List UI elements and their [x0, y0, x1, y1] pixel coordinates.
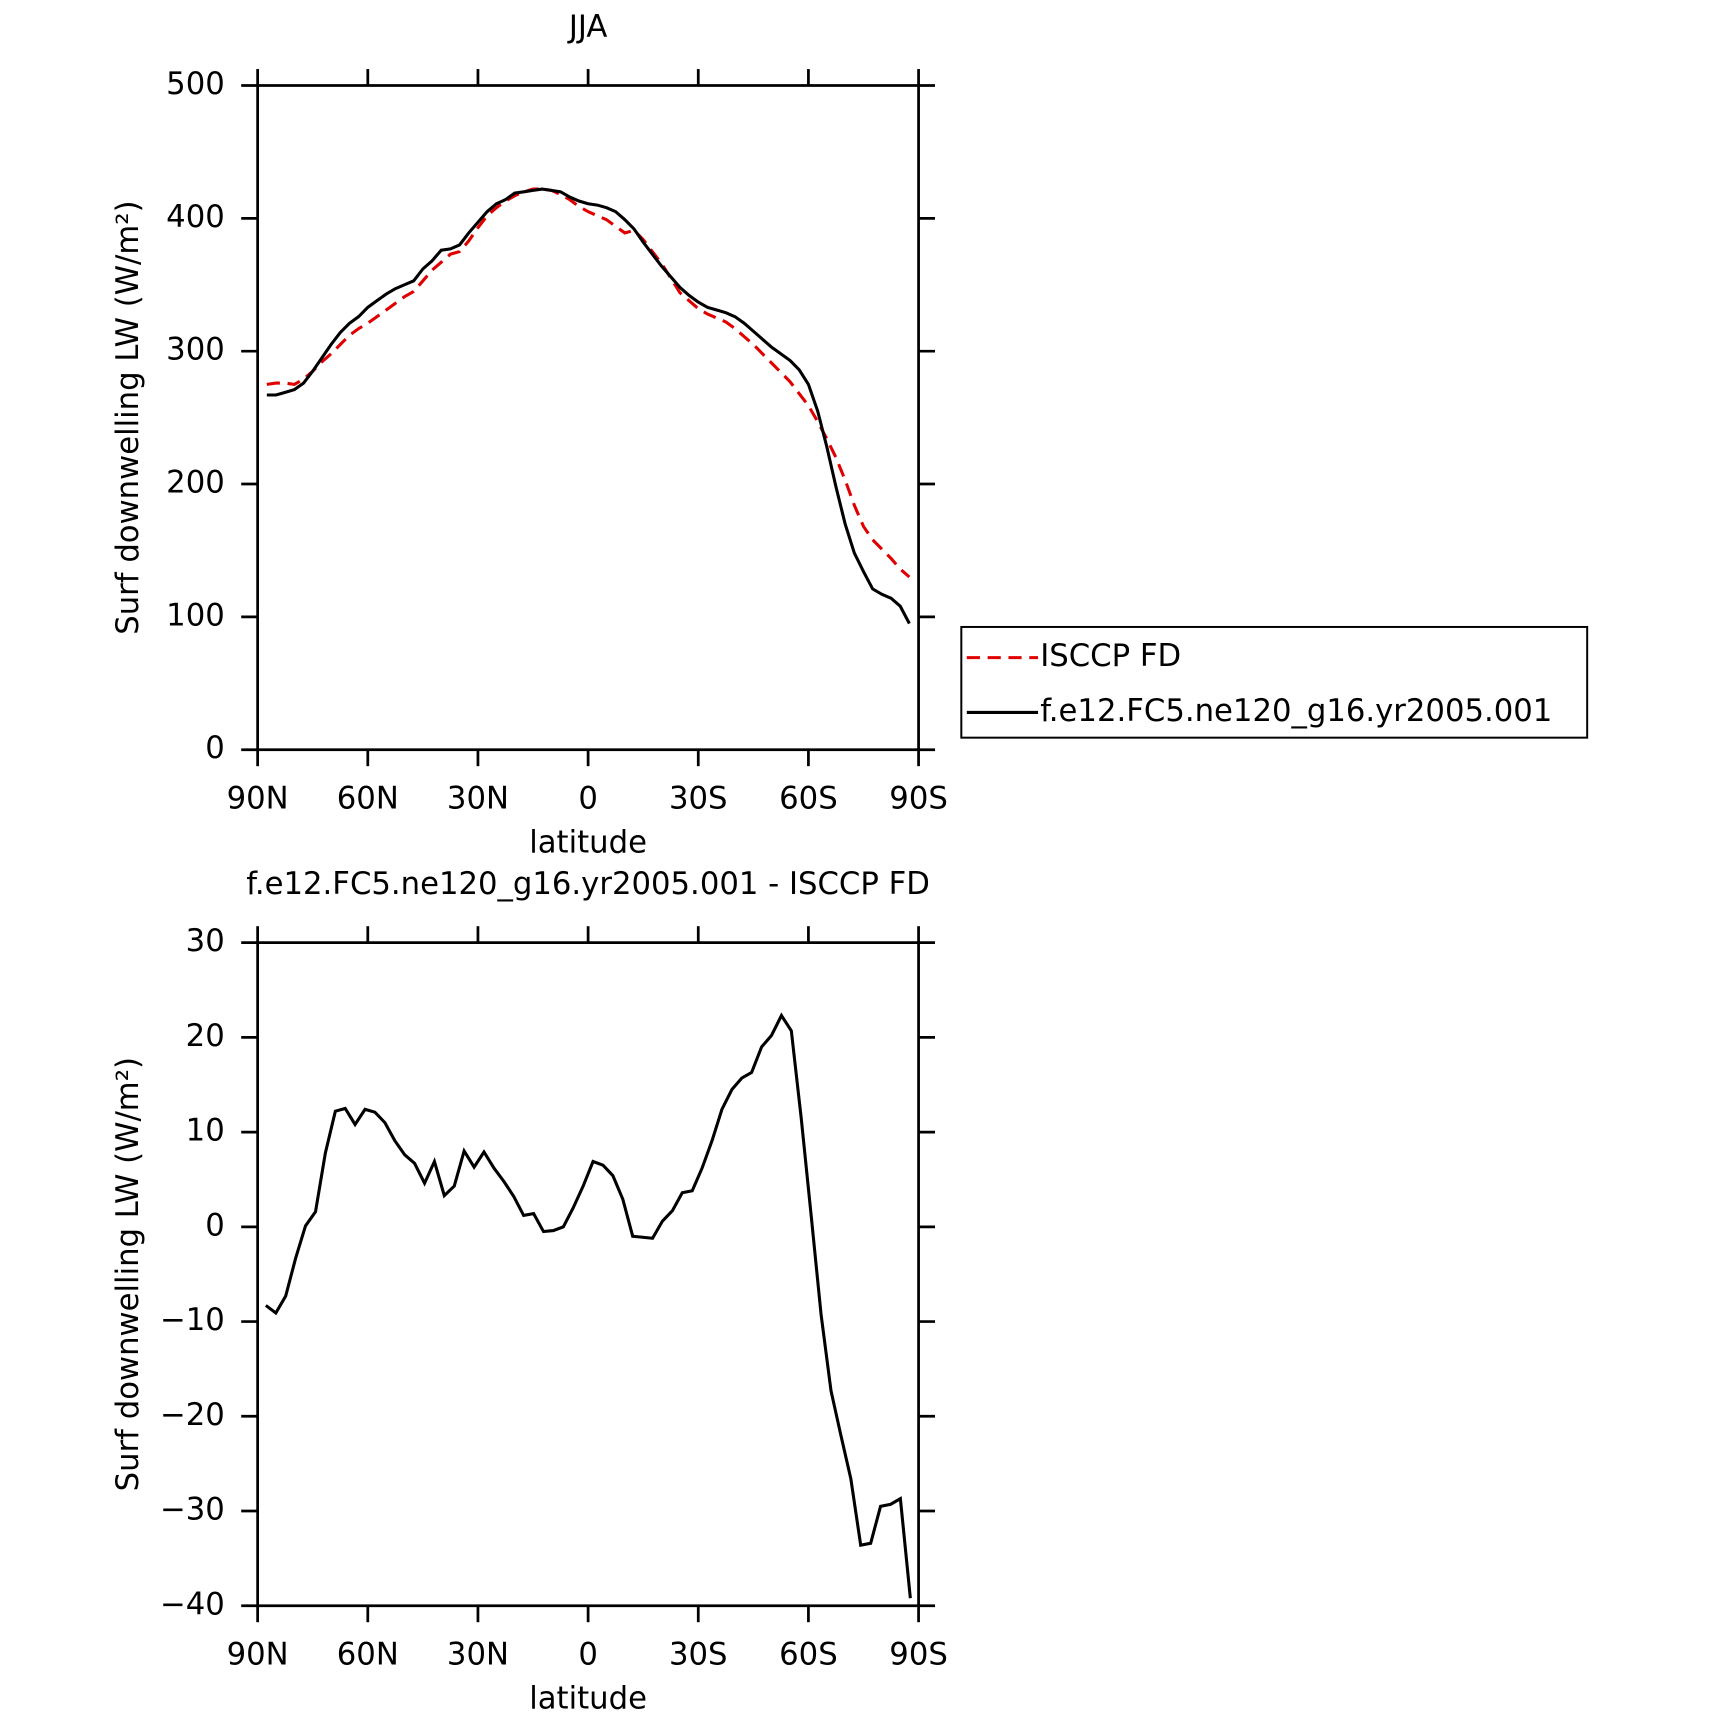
- y-axis-label: Surf downwelling LW (W/m²): [111, 200, 146, 634]
- data-line: [266, 187, 911, 579]
- y-tick-label: 30: [186, 924, 225, 959]
- y-tick-label: 400: [166, 200, 225, 235]
- data-line: [266, 187, 911, 625]
- x-tick-label: 60N: [337, 782, 399, 817]
- y-tick-label: −30: [160, 1493, 225, 1528]
- y-tick-label: 100: [166, 598, 225, 633]
- chart-title: JJA: [567, 10, 608, 45]
- y-tick-label: −20: [160, 1398, 225, 1433]
- y-tick-label: 500: [166, 67, 225, 102]
- x-tick-label: 30N: [447, 782, 509, 817]
- y-tick-label: −10: [160, 1303, 225, 1338]
- y-tick-label: 300: [166, 333, 225, 368]
- x-tick-label: 90S: [889, 1638, 948, 1673]
- x-axis-label: latitude: [529, 825, 647, 860]
- legend-label: f.e12.FC5.ne120_g16.yr2005.001: [1040, 694, 1552, 729]
- x-tick-label: 60S: [779, 1638, 838, 1673]
- legend-label: ISCCP FD: [1040, 639, 1181, 674]
- plot-frame: [256, 84, 920, 752]
- x-tick-label: 30S: [669, 782, 728, 817]
- x-tick-label: 30S: [669, 1638, 728, 1673]
- y-tick-label: −40: [160, 1587, 225, 1622]
- x-tick-label: 60S: [779, 782, 838, 817]
- legend-box: [960, 625, 1589, 739]
- chart-title: f.e12.FC5.ne120_g16.yr2005.001 - ISCCP F…: [246, 867, 930, 902]
- x-tick-label: 90S: [889, 782, 948, 817]
- x-tick-label: 30N: [447, 1638, 509, 1673]
- x-axis-label: latitude: [529, 1682, 647, 1717]
- x-tick-label: 0: [578, 1638, 598, 1673]
- plot-frame: [256, 941, 920, 1608]
- y-axis-label: Surf downwelling LW (W/m²): [111, 1057, 146, 1491]
- x-tick-label: 0: [578, 782, 598, 817]
- x-tick-label: 90N: [227, 1638, 289, 1673]
- x-tick-label: 60N: [337, 1638, 399, 1673]
- y-tick-label: 200: [166, 466, 225, 501]
- y-tick-label: 20: [186, 1019, 225, 1054]
- y-tick-label: 0: [205, 1208, 225, 1243]
- y-tick-label: 0: [205, 731, 225, 766]
- data-line: [264, 1012, 912, 1599]
- y-tick-label: 10: [186, 1114, 225, 1149]
- x-tick-label: 90N: [227, 782, 289, 817]
